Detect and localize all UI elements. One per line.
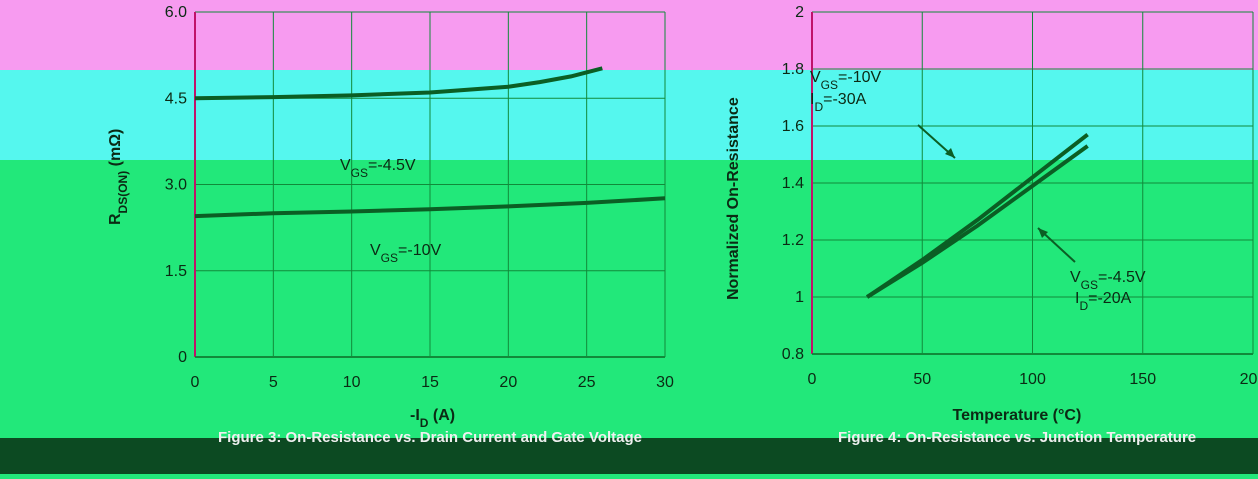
series-line-2 — [866, 144, 1089, 299]
x-axis-label: Temperature (°C) — [953, 407, 1082, 424]
annotation-arrowhead-1 — [945, 148, 955, 158]
x-tick-label: 10 — [343, 374, 361, 391]
y-tick-label: 1.6 — [782, 118, 804, 135]
series-line-2 — [194, 196, 666, 219]
y-tick-label: 1 — [795, 289, 804, 306]
series-line-1 — [194, 66, 603, 101]
y-tick-label: 1.8 — [782, 61, 804, 78]
y-tick-label: 6.0 — [165, 4, 187, 21]
figure-4-caption: Figure 4: On-Resistance vs. Junction Tem… — [838, 429, 1197, 446]
y-axis-label: RDS(ON) (mΩ) — [107, 129, 130, 225]
caption-band — [0, 438, 1258, 474]
x-tick-label: 50 — [913, 371, 931, 388]
annotation-vgs-10v: VGS=-10V — [810, 69, 881, 92]
y-tick-label: 3.0 — [165, 177, 187, 194]
x-tick-label: 200 — [1240, 371, 1258, 388]
x-tick-label: 20 — [499, 374, 517, 391]
y-tick-label: 0 — [178, 349, 187, 366]
y-tick-label: 1.2 — [782, 232, 804, 249]
y-tick-label: 0.8 — [782, 346, 804, 363]
y-tick-label: 2 — [795, 4, 804, 21]
x-tick-label: 5 — [269, 374, 278, 391]
y-tick-label: 4.5 — [165, 90, 187, 107]
x-tick-label: 25 — [578, 374, 596, 391]
x-axis-label: -ID (A) — [410, 407, 455, 430]
annotation-id-30a: ID=-30A — [810, 91, 867, 114]
y-axis-label: Normalized On-Resistance — [725, 97, 742, 300]
y-tick-label: 1.4 — [782, 175, 804, 192]
annotation-vgs-4.5v: VGS=-4.5V — [1070, 269, 1146, 292]
series-label-vgs-10v: VGS=-10V — [370, 242, 441, 265]
x-tick-label: 0 — [808, 371, 817, 388]
y-tick-label: 1.5 — [165, 263, 187, 280]
annotation-id-20a: ID=-20A — [1075, 290, 1132, 313]
x-tick-label: 100 — [1019, 371, 1046, 388]
x-tick-label: 30 — [656, 374, 674, 391]
cyan-band — [0, 70, 1258, 160]
series-label-vgs-4.5v: VGS=-4.5V — [340, 157, 416, 180]
x-tick-label: 150 — [1129, 371, 1156, 388]
chart-2: 0 50 100 150 200 0.8 1 1.2 1.4 1.6 1.8 2 Temperature… — [725, 4, 1258, 424]
chart-1: 0 5 10 15 20 25 30 0 1.5 3.0 4.5 6.0 -ID (A) RDS(ON) … — [107, 4, 674, 430]
x-tick-label: 15 — [421, 374, 439, 391]
annotation-arrowhead-2 — [1038, 228, 1048, 238]
top-band — [0, 0, 1258, 70]
x-tick-label: 0 — [191, 374, 200, 391]
figure-3-caption: Figure 3: On-Resistance vs. Drain Curren… — [218, 429, 642, 446]
